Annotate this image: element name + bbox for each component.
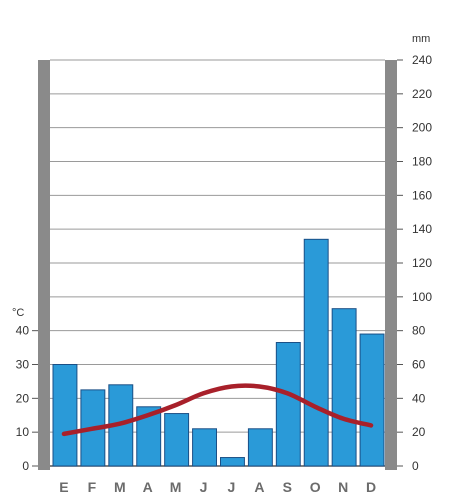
right-tick-label: 60	[412, 358, 426, 372]
precipitation-bar	[247, 428, 273, 467]
temperature-line	[61, 383, 374, 437]
precipitation-bar	[359, 333, 385, 467]
precipitation-bar	[331, 308, 357, 467]
month-label: M	[114, 479, 126, 495]
right-tick-label: 160	[412, 188, 432, 202]
month-label: O	[310, 479, 321, 495]
right-tick-label: 180	[412, 155, 432, 169]
right-tick-label: 0	[412, 459, 419, 473]
month-label: M	[170, 479, 182, 495]
right-tick-label: 100	[412, 290, 432, 304]
left-tick-label: 30	[16, 358, 30, 372]
left-tick-label: 0	[22, 459, 29, 473]
right-tick-label: 40	[412, 391, 426, 405]
right-axis-ticks: 0 20 40 60 80 100 120 140 160 180 200 220 240	[397, 53, 432, 473]
right-tick-label: 20	[412, 425, 426, 439]
precipitation-bar	[136, 406, 162, 467]
right-tick-label: 200	[412, 121, 432, 135]
right-frame-bar	[385, 60, 397, 470]
month-label: D	[366, 479, 376, 495]
temperature-line-group	[61, 383, 374, 437]
month-label: A	[143, 479, 153, 495]
right-tick-label: 140	[412, 222, 432, 236]
right-tick-label: 80	[412, 324, 426, 338]
right-tick-label: 120	[412, 256, 432, 270]
month-label: N	[338, 479, 348, 495]
left-tick-label: 20	[16, 391, 30, 405]
left-axis-unit: °C	[12, 307, 24, 319]
left-frame-bar	[38, 60, 50, 470]
left-axis-ticks: 0 10 20 30 40	[16, 324, 38, 473]
precipitation-bar	[303, 238, 329, 467]
right-tick-label: 240	[412, 53, 432, 67]
left-tick-label: 10	[16, 425, 30, 439]
bars-group	[52, 238, 385, 467]
precipitation-bar	[220, 457, 245, 467]
precipitation-bar	[192, 428, 217, 467]
precipitation-bar	[52, 364, 78, 467]
month-label: E	[59, 479, 68, 495]
right-tick-label: 220	[412, 87, 432, 101]
left-tick-label: 40	[16, 324, 30, 338]
month-label: A	[254, 479, 264, 495]
precipitation-bar	[275, 342, 301, 467]
month-label: F	[88, 479, 97, 495]
month-label: S	[283, 479, 292, 495]
month-label: J	[200, 479, 208, 495]
right-axis-unit: mm	[412, 33, 430, 45]
month-label: J	[228, 479, 236, 495]
precipitation-bar	[164, 413, 190, 467]
